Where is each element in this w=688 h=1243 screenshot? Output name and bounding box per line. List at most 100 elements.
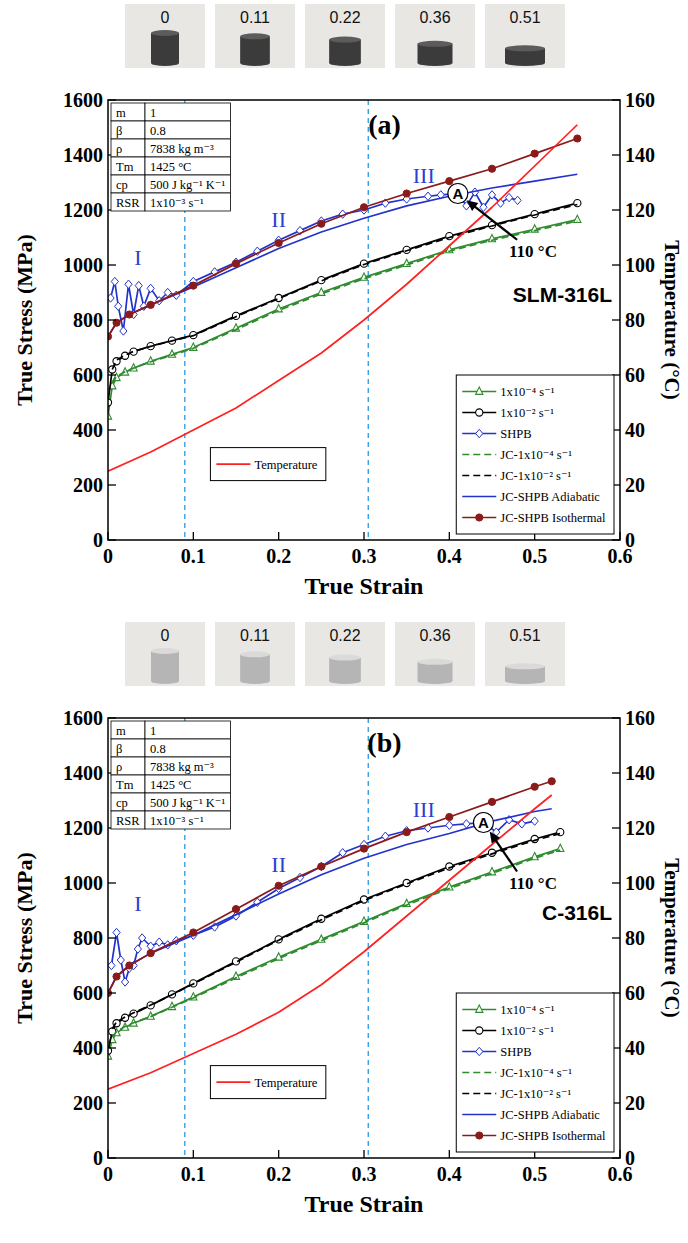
series-line	[111, 820, 534, 982]
y2-tick	[612, 209, 620, 210]
material-label: C-316L	[542, 901, 612, 924]
y2-tick	[612, 827, 620, 828]
parameter-value: 1425 °C	[150, 160, 191, 174]
legend-item: JC-SHPB Isothermal	[462, 1129, 606, 1143]
panel: 00.110.220.360.5102004006008001000120014…	[12, 4, 685, 599]
y-tick-label: 1000	[63, 254, 103, 276]
marker	[126, 962, 133, 969]
table-cell	[111, 811, 145, 829]
marker	[403, 190, 410, 197]
table-cell	[145, 739, 230, 757]
table-cell	[145, 175, 230, 193]
y2-tick-label: 100	[625, 254, 655, 276]
legend-label: 1x10⁻⁴ s⁻¹	[500, 1003, 555, 1017]
legend-swatch	[462, 496, 496, 498]
marker	[232, 260, 239, 267]
specimen-photo	[305, 4, 385, 68]
table-cell	[145, 193, 230, 211]
series-line	[108, 809, 552, 993]
panel: 00.110.220.360.5102004006008001000120014…	[12, 622, 685, 1217]
specimen-label: 0.51	[509, 627, 540, 644]
marker	[147, 301, 154, 308]
legend-box	[210, 448, 325, 481]
specimen-body	[329, 658, 361, 681]
specimen-label: 0.11	[240, 9, 270, 26]
x-tick-label: 0	[103, 545, 113, 567]
legend-marker	[476, 1005, 483, 1012]
marker	[275, 882, 282, 889]
marker	[531, 817, 538, 825]
y-tick	[108, 264, 116, 265]
y-tick-label: 200	[73, 1092, 103, 1114]
arrow-head	[467, 200, 479, 211]
legend-item: Temperature	[216, 458, 317, 472]
specimen-top	[151, 30, 179, 36]
x-tick-label: 0.3	[352, 1163, 377, 1185]
series-line	[108, 781, 552, 993]
specimen	[505, 45, 545, 66]
legend: Temperature	[210, 1066, 325, 1099]
legend-label: JC-SHPB Isothermal	[500, 1129, 606, 1143]
series-line	[108, 139, 577, 337]
table-cell	[111, 175, 145, 193]
marker	[111, 277, 118, 285]
specimen-label: 0.22	[329, 627, 360, 644]
parameter-value: 0.8	[150, 124, 166, 138]
table-cell	[145, 103, 230, 121]
specimen-top	[505, 45, 545, 51]
series-line	[108, 220, 577, 417]
annotation-text: 110 °C	[509, 874, 557, 893]
parameter-symbol: Tm	[116, 778, 134, 792]
y2-tick	[612, 772, 620, 773]
legend-swatch	[462, 475, 496, 477]
x-tick	[363, 532, 364, 540]
y-axis-title: True Stress (MPa)	[12, 852, 37, 1023]
marker	[446, 821, 453, 829]
specimen-top	[418, 659, 453, 665]
legend-label: JC-SHPB Adiabatic	[500, 1108, 600, 1122]
legend-swatch	[462, 1072, 496, 1074]
legend-item: JC-1x10⁻² s⁻¹	[462, 469, 571, 483]
y-tick-label: 400	[73, 1037, 103, 1059]
arrow-shaft	[473, 205, 517, 240]
specimen-label: 0.11	[240, 627, 270, 644]
table-cell	[145, 757, 230, 775]
x-tick-label: 0.2	[266, 545, 291, 567]
specimen-body	[151, 33, 179, 63]
specimen-top	[418, 41, 453, 47]
parameter-value: 0.8	[150, 742, 166, 756]
parameter-value: 1	[150, 106, 156, 120]
arrow-head	[490, 832, 500, 844]
specimen-top	[329, 37, 361, 43]
legend-marker	[476, 387, 483, 394]
specimen	[240, 33, 270, 66]
annotation-text: 110 °C	[509, 242, 557, 261]
marker	[108, 961, 115, 969]
marker	[135, 281, 142, 289]
legend-label: JC-1x10⁻⁴ s⁻¹	[500, 448, 572, 462]
y2-tick-label: 60	[625, 364, 645, 386]
y-tick	[108, 99, 116, 100]
legend-marker	[476, 1132, 483, 1139]
specimen-body	[151, 651, 179, 681]
x-tick	[193, 532, 194, 540]
y-tick	[108, 539, 116, 540]
y-tick-label: 600	[73, 982, 103, 1004]
legend-label: JC-SHPB Adiabatic	[500, 490, 600, 504]
region-label: I	[134, 891, 141, 916]
y2-tick	[612, 882, 620, 883]
marker	[147, 284, 154, 292]
legend-item: JC-SHPB Adiabatic	[462, 1108, 600, 1122]
legend: 1x10⁻⁴ s⁻¹1x10⁻² s⁻¹SHPBJC-1x10⁻⁴ s⁻¹JC-…	[456, 375, 614, 534]
legend: 1x10⁻⁴ s⁻¹1x10⁻² s⁻¹SHPBJC-1x10⁻⁴ s⁻¹JC-…	[456, 993, 614, 1152]
specimen-top	[151, 648, 179, 654]
y-tick-label: 400	[73, 419, 103, 441]
legend-marker	[476, 429, 483, 437]
marker	[531, 783, 538, 790]
specimen-label: 0.22	[329, 9, 360, 26]
legend-item: JC-SHPB Adiabatic	[462, 490, 600, 504]
legend-swatch	[462, 1114, 496, 1116]
x-tick	[449, 532, 450, 540]
specimen	[329, 655, 361, 684]
specimen-label: 0.36	[419, 627, 450, 644]
